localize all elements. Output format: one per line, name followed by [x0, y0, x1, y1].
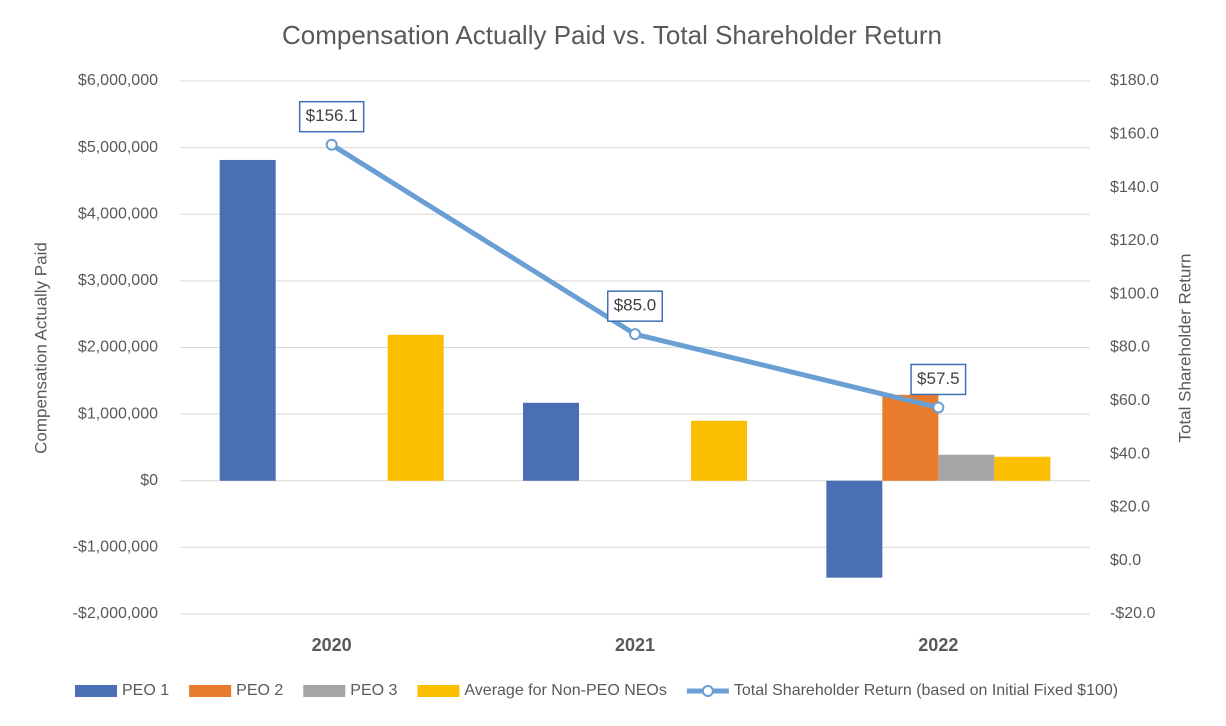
legend-label: Average for Non-PEO NEOs	[464, 682, 666, 699]
legend-swatch	[303, 685, 346, 697]
y-tick-label: -$1,000,000	[73, 539, 159, 556]
data-label-text: $156.1	[306, 106, 358, 125]
y-tick-label: $0	[140, 472, 158, 489]
y2-tick-label: $120.0	[1110, 232, 1159, 249]
y2-tick-label: $60.0	[1110, 392, 1150, 409]
bar	[994, 456, 1051, 481]
legend-label: PEO 2	[236, 682, 283, 699]
data-label-text: $85.0	[614, 296, 657, 315]
y-axis-title: Compensation Actually Paid	[31, 242, 50, 454]
x-tick-label: 2021	[615, 635, 655, 655]
y2-tick-label: $80.0	[1110, 339, 1150, 356]
marker	[629, 328, 641, 341]
bar	[691, 420, 747, 481]
legend-label: PEO 1	[122, 682, 169, 699]
data-label-box	[910, 363, 967, 396]
bar	[826, 480, 883, 578]
y2-axis-title: Total Shareholder Return	[1175, 253, 1194, 442]
data-label: $57.5	[910, 363, 967, 396]
legend-swatch	[417, 685, 460, 697]
bar	[938, 454, 995, 481]
y-tick-label: $1,000,000	[78, 405, 158, 422]
legend-label: PEO 3	[350, 682, 397, 699]
y-tick-label: $2,000,000	[78, 339, 158, 356]
y2-tick-label: $140.0	[1110, 179, 1159, 196]
x-tick-label: 2022	[918, 635, 958, 655]
data-label: $156.1	[298, 100, 365, 133]
y-tick-label: -$2,000,000	[73, 605, 159, 622]
marker	[325, 138, 338, 151]
legend-swatch	[701, 685, 714, 697]
y2-tick-label: $0.0	[1110, 552, 1141, 569]
data-label-box	[298, 100, 365, 133]
bar	[882, 394, 939, 481]
legend-swatch	[75, 685, 117, 697]
y-tick-label: $3,000,000	[78, 272, 158, 289]
marker	[932, 401, 945, 414]
bar	[523, 402, 579, 481]
legend-label: Total Shareholder Return (based on Initi…	[734, 682, 1118, 699]
y2-tick-label: $100.0	[1110, 285, 1159, 302]
bar	[387, 334, 444, 481]
data-label: $85.0	[606, 290, 664, 322]
y2-tick-label: -$20.0	[1110, 605, 1155, 622]
y2-tick-label: $20.0	[1110, 499, 1150, 516]
y-tick-label: $6,000,000	[78, 72, 158, 89]
y2-tick-label: $160.0	[1110, 126, 1159, 143]
x-tick-label: 2020	[312, 635, 352, 655]
y-tick-label: $5,000,000	[78, 139, 158, 156]
y2-tick-label: $40.0	[1110, 445, 1150, 462]
y2-tick-label: $180.0	[1110, 72, 1159, 89]
bar	[219, 159, 276, 481]
chart-title: Compensation Actually Paid vs. Total Sha…	[282, 20, 942, 50]
data-label-text: $57.5	[917, 369, 960, 388]
data-label-box	[606, 290, 664, 322]
y-tick-label: $4,000,000	[78, 205, 158, 222]
legend-swatch	[189, 685, 232, 697]
